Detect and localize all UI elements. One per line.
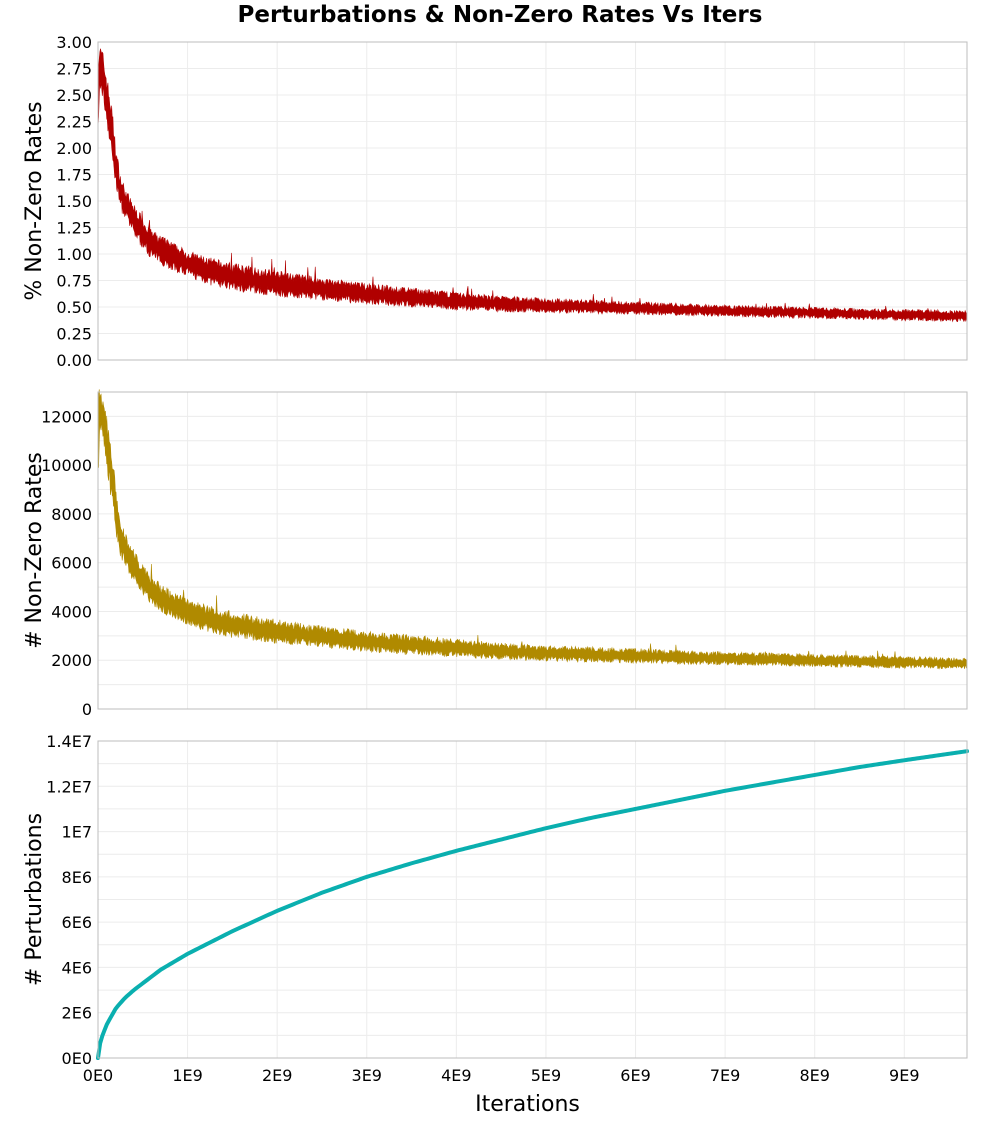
plot-frame: [97, 391, 968, 710]
y-tick-label: 2000: [51, 651, 92, 670]
y-tick-label: 4000: [51, 602, 92, 621]
y-tick-label: 2.75: [56, 60, 92, 79]
x-axis-label: Iterations: [475, 1092, 580, 1117]
panel-count-nonzero-rates: 0 2000 4000 6000 8000 10000 12000 # Non-Zero Ra…: [22, 389, 968, 719]
x-tick-label: 6E9: [620, 1066, 650, 1085]
y-tick-label: 2.50: [56, 86, 92, 105]
y-tick-label: 1.50: [56, 192, 92, 211]
y-tick-label: 1.00: [56, 245, 92, 264]
y-tick-label: 6E6: [62, 913, 92, 932]
y-tick-label: 3.00: [56, 33, 92, 52]
y-tick-label: 1.25: [56, 219, 92, 238]
y-tick-label: 10000: [41, 456, 92, 475]
series-band: [97, 389, 968, 670]
y-axis-label: % Non-Zero Rates: [22, 101, 47, 300]
x-tick-label: 5E9: [531, 1066, 561, 1085]
plot-frame: [97, 740, 968, 1059]
y-tick-label: 8000: [51, 505, 92, 524]
x-tick-label: 0E0: [83, 1066, 113, 1085]
y-tick-label: 0E0: [62, 1049, 92, 1068]
y-tick-label: 0.25: [56, 325, 92, 344]
y-axis-label: # Perturbations: [22, 813, 47, 986]
y-tick-label: 0.75: [56, 272, 92, 291]
y-tick-label: 1E7: [62, 823, 92, 842]
x-tick-label: 1E9: [172, 1066, 202, 1085]
y-tick-label: 1.4E7: [46, 732, 92, 751]
y-tick-label: 2.25: [56, 113, 92, 132]
y-tick-label: 0: [82, 700, 92, 719]
y-tick-label: 4E6: [62, 958, 92, 977]
y-tick-label: 2E6: [62, 1004, 92, 1023]
y-tick-label: 1.2E7: [46, 777, 92, 796]
x-tick-label: 2E9: [262, 1066, 292, 1085]
y-tick-label: 12000: [41, 407, 92, 426]
x-tick-label: 8E9: [799, 1066, 829, 1085]
x-tick-label: 3E9: [352, 1066, 382, 1085]
x-tick-label: 9E9: [889, 1066, 919, 1085]
panel-perturbations: 0E0 2E6 4E6 6E6 8E6 1E7 1.2E7 1.4E7 # Perturbati…: [22, 732, 969, 1117]
y-tick-label: 1.75: [56, 166, 92, 185]
y-tick-label: 0.00: [56, 351, 92, 370]
x-tick-label: 7E9: [710, 1066, 740, 1085]
figure-title: Perturbations & Non-Zero Rates Vs Iters: [237, 2, 763, 28]
x-tick-label: 4E9: [441, 1066, 471, 1085]
y-tick-label: 8E6: [62, 868, 92, 887]
series-line: [96, 749, 969, 1060]
y-axis-label: # Non-Zero Rates: [22, 452, 47, 649]
y-tick-label: 2.00: [56, 139, 92, 158]
y-tick-label: 6000: [51, 554, 92, 573]
y-tick-label: 0.50: [56, 298, 92, 317]
plot-frame: [97, 41, 968, 361]
panel-percent-nonzero-rates: 0.00 0.25 0.50 0.75 1.00 1.25 1.50 1.75 2.00 2.25…: [22, 33, 968, 370]
